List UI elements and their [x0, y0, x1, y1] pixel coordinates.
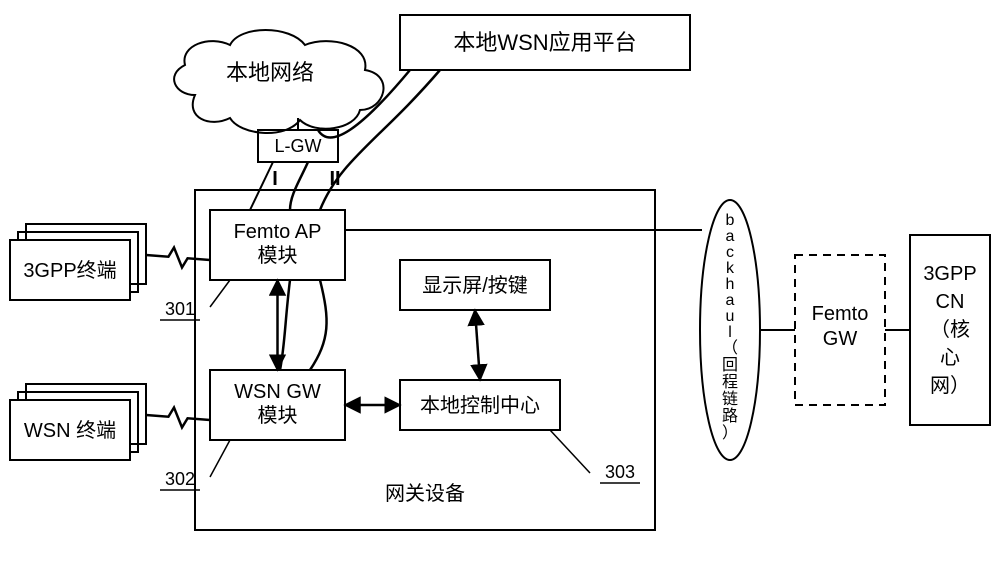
svg-text:Femto: Femto — [812, 303, 869, 325]
backhaul-ellipse: backhaul（回程链路） — [700, 200, 760, 460]
svg-text:本地WSN应用平台: 本地WSN应用平台 — [453, 30, 636, 55]
svg-text:a: a — [726, 292, 735, 309]
local-network-cloud: 本地网络 — [226, 60, 314, 85]
femto-gw-box: Femto GW — [795, 255, 885, 405]
svg-text:b: b — [726, 212, 735, 229]
svg-text:模块: 模块 — [258, 244, 298, 267]
svg-text:）: ） — [722, 424, 738, 442]
femto-ap-module: Femto AP模块 — [210, 210, 345, 280]
terminals-wsn: WSN 终端 — [10, 384, 146, 460]
svg-text:301: 301 — [165, 299, 195, 319]
svg-text:链: 链 — [722, 390, 738, 408]
wsn-gw-module: WSN GW模块 — [210, 370, 345, 440]
svg-text:303: 303 — [605, 462, 635, 482]
svg-text:本地网络: 本地网络 — [226, 60, 314, 85]
svg-text:WSN GW: WSN GW — [234, 381, 321, 403]
display-keys-box: 显示屏/按键 — [400, 260, 550, 310]
svg-text:3GPP: 3GPP — [923, 263, 976, 285]
svg-text:网）: 网） — [930, 374, 970, 397]
svg-text:本地控制中心: 本地控制中心 — [420, 394, 540, 417]
svg-text:心: 心 — [940, 347, 960, 369]
svg-text:a: a — [726, 228, 735, 245]
architecture-diagram: 本地网络本地WSN应用平台L-GWIII网关设备Femto AP模块301WSN… — [0, 0, 1000, 568]
svg-text:回: 回 — [722, 357, 738, 374]
svg-text:k: k — [726, 260, 735, 277]
svg-text:h: h — [726, 276, 735, 293]
svg-text:（: （ — [722, 339, 738, 357]
terminals-3gpp: 3GPP终端 — [10, 224, 146, 300]
svg-text:GW: GW — [823, 328, 858, 350]
svg-text:l: l — [728, 324, 732, 341]
svg-text:WSN 终端: WSN 终端 — [24, 419, 116, 442]
wsn-platform-box: 本地WSN应用平台 — [400, 15, 690, 70]
cn-3gpp-box: 3GPP CN （核心网） — [910, 235, 990, 425]
svg-text:302: 302 — [165, 469, 195, 489]
svg-text:CN: CN — [936, 291, 965, 313]
svg-text:c: c — [726, 244, 734, 261]
local-control-center-box: 本地控制中心 — [400, 380, 560, 430]
lgw-box: L-GW — [258, 130, 338, 162]
svg-text:u: u — [726, 308, 735, 325]
svg-text:（核: （核 — [930, 318, 970, 341]
svg-text:3GPP终端: 3GPP终端 — [23, 259, 116, 282]
svg-text:Femto AP: Femto AP — [234, 221, 322, 243]
svg-text:L-GW: L-GW — [275, 136, 322, 156]
svg-text:路: 路 — [722, 407, 738, 425]
svg-text:I: I — [272, 168, 278, 190]
svg-text:显示屏/按键: 显示屏/按键 — [422, 274, 528, 297]
svg-text:模块: 模块 — [258, 404, 298, 427]
svg-text:网关设备: 网关设备 — [385, 482, 465, 505]
svg-text:程: 程 — [722, 373, 738, 391]
